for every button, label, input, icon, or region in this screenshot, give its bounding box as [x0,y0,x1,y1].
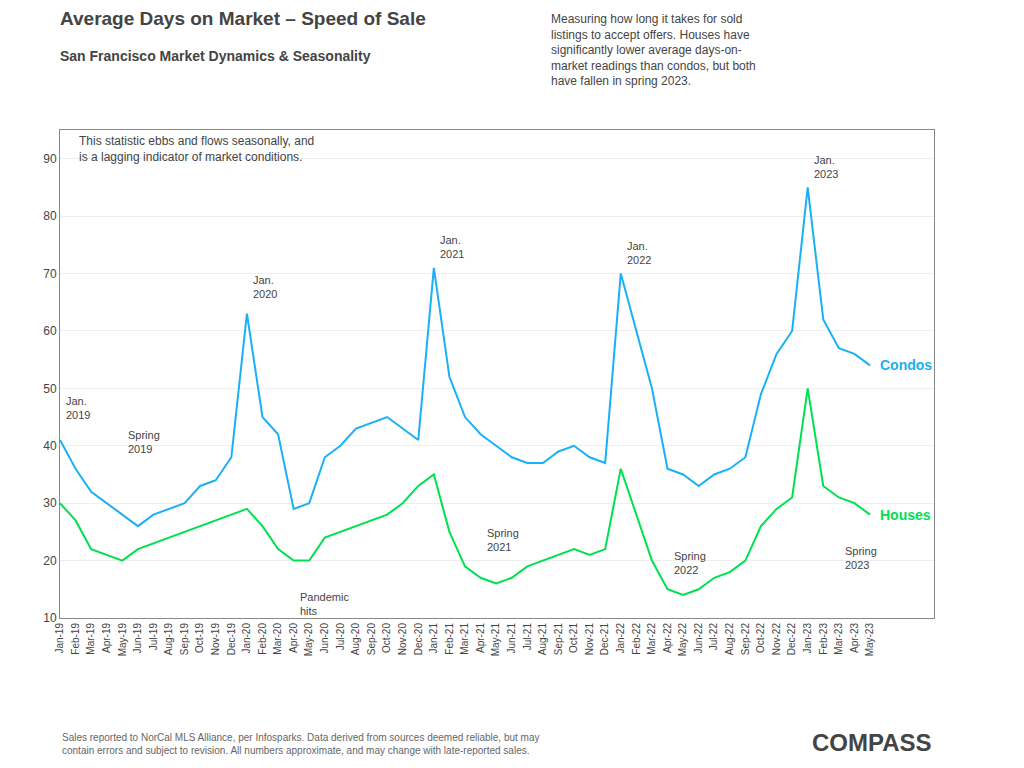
svg-text:Jan-22: Jan-22 [615,623,626,654]
svg-text:Jan-19: Jan-19 [54,623,65,654]
svg-text:Nov-20: Nov-20 [397,623,408,656]
svg-text:Spring2019: Spring2019 [128,429,160,455]
svg-text:Jan.2020: Jan.2020 [253,274,277,300]
svg-text:Sep-20: Sep-20 [366,623,377,656]
svg-text:May-22: May-22 [677,623,688,657]
svg-text:Jan.2022: Jan.2022 [627,240,651,266]
svg-text:May-20: May-20 [303,623,314,657]
svg-text:San Francisco Market Dynamics: San Francisco Market Dynamics & Seasonal… [60,48,371,64]
svg-text:Houses: Houses [880,507,931,523]
svg-text:Condos: Condos [880,357,932,373]
svg-text:Dec-22: Dec-22 [786,623,797,656]
svg-text:30: 30 [43,496,57,510]
svg-text:Oct-21: Oct-21 [568,623,579,653]
svg-text:Apr-20: Apr-20 [288,623,299,653]
svg-text:10: 10 [43,611,57,625]
svg-text:Feb-20: Feb-20 [257,623,268,655]
svg-text:Nov-22: Nov-22 [771,623,782,656]
svg-text:90: 90 [43,152,57,166]
svg-text:Sep-19: Sep-19 [179,623,190,656]
svg-text:Dec-21: Dec-21 [599,623,610,656]
svg-text:Jan.2019: Jan.2019 [66,395,90,421]
svg-text:Aug-21: Aug-21 [537,623,548,656]
svg-text:Sep-22: Sep-22 [740,623,751,656]
svg-text:This statistic ebbs and flows: This statistic ebbs and flows seasonally… [79,134,314,164]
svg-text:Sep-21: Sep-21 [553,623,564,656]
svg-text:Feb-21: Feb-21 [444,623,455,655]
svg-text:Jul-20: Jul-20 [335,623,346,651]
svg-text:70: 70 [43,267,57,281]
svg-text:Jan-21: Jan-21 [428,623,439,654]
svg-text:80: 80 [43,209,57,223]
svg-text:Apr-22: Apr-22 [662,623,673,653]
svg-text:Dec-19: Dec-19 [226,623,237,656]
svg-text:May-23: May-23 [864,623,875,657]
svg-text:Oct-20: Oct-20 [381,623,392,653]
svg-text:Pandemichits: Pandemichits [300,591,349,617]
svg-text:Aug-20: Aug-20 [350,623,361,656]
svg-text:Jan-20: Jan-20 [241,623,252,654]
svg-text:60: 60 [43,324,57,338]
svg-text:COMPASS: COMPASS [812,729,932,756]
svg-text:Feb-19: Feb-19 [70,623,81,655]
svg-text:Jun-20: Jun-20 [319,623,330,654]
svg-text:May-19: May-19 [117,623,128,657]
svg-text:Apr-21: Apr-21 [475,623,486,653]
svg-text:Nov-21: Nov-21 [584,623,595,656]
svg-text:Jun-22: Jun-22 [693,623,704,654]
svg-text:Aug-19: Aug-19 [163,623,174,656]
svg-text:Mar-20: Mar-20 [272,623,283,655]
svg-text:Jun-21: Jun-21 [506,623,517,654]
svg-text:Jul-21: Jul-21 [522,623,533,651]
svg-text:Spring2021: Spring2021 [487,527,519,553]
svg-text:Jul-19: Jul-19 [148,623,159,651]
svg-text:Jun-19: Jun-19 [132,623,143,654]
svg-text:20: 20 [43,554,57,568]
svg-text:Aug-22: Aug-22 [724,623,735,656]
svg-text:May-21: May-21 [490,623,501,657]
svg-text:Nov-19: Nov-19 [210,623,221,656]
svg-text:Apr-19: Apr-19 [101,623,112,653]
svg-text:50: 50 [43,382,57,396]
svg-text:Jul-22: Jul-22 [708,623,719,651]
svg-text:Spring2023: Spring2023 [845,545,877,571]
svg-text:Mar-19: Mar-19 [85,623,96,655]
svg-text:Mar-23: Mar-23 [833,623,844,655]
svg-text:40: 40 [43,439,57,453]
svg-text:Oct-22: Oct-22 [755,623,766,653]
svg-text:Jan.2023: Jan.2023 [814,154,838,180]
svg-text:Mar-21: Mar-21 [459,623,470,655]
svg-text:Dec-20: Dec-20 [413,623,424,656]
svg-text:Measuring how long it takes fo: Measuring how long it takes for soldlist… [551,12,756,88]
svg-text:Sales reported to NorCal MLS A: Sales reported to NorCal MLS Alliance, p… [62,732,539,756]
svg-text:Mar-22: Mar-22 [646,623,657,655]
svg-text:Spring2022: Spring2022 [674,550,706,576]
svg-text:Apr-23: Apr-23 [849,623,860,653]
svg-text:Oct-19: Oct-19 [194,623,205,653]
svg-text:Jan.2021: Jan.2021 [440,234,464,260]
svg-text:Feb-23: Feb-23 [818,623,829,655]
svg-text:Jan-23: Jan-23 [802,623,813,654]
svg-text:Feb-22: Feb-22 [631,623,642,655]
svg-text:Average Days on Market – Speed: Average Days on Market – Speed of Sale [60,8,426,29]
